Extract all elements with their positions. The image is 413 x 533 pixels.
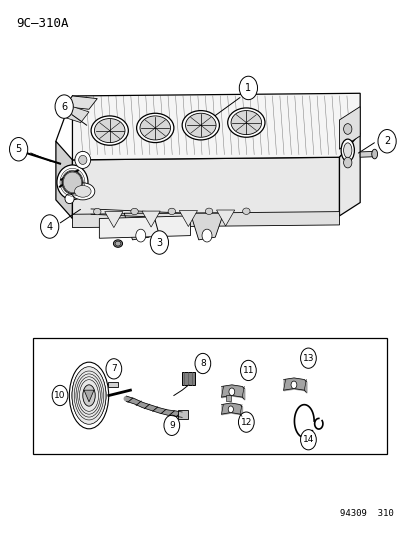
- Polygon shape: [339, 107, 359, 149]
- Polygon shape: [64, 107, 89, 123]
- Text: 14: 14: [302, 435, 313, 444]
- Text: 11: 11: [242, 366, 254, 375]
- Ellipse shape: [185, 113, 216, 138]
- Ellipse shape: [205, 208, 212, 214]
- Ellipse shape: [230, 110, 261, 135]
- Ellipse shape: [182, 110, 219, 140]
- Ellipse shape: [140, 116, 170, 140]
- Ellipse shape: [75, 151, 90, 168]
- Ellipse shape: [94, 118, 125, 143]
- Ellipse shape: [136, 114, 173, 143]
- Circle shape: [240, 360, 256, 381]
- Ellipse shape: [72, 367, 106, 424]
- Text: 94309  310: 94309 310: [339, 509, 392, 518]
- Polygon shape: [99, 216, 190, 238]
- Polygon shape: [124, 213, 157, 240]
- Text: 13: 13: [302, 354, 313, 362]
- Circle shape: [290, 381, 296, 389]
- Circle shape: [106, 359, 121, 379]
- Polygon shape: [190, 213, 223, 240]
- Polygon shape: [179, 211, 197, 227]
- Circle shape: [135, 229, 145, 242]
- Circle shape: [52, 385, 68, 406]
- Ellipse shape: [65, 194, 74, 204]
- Ellipse shape: [93, 208, 101, 215]
- Text: 3: 3: [156, 238, 162, 247]
- Text: 6: 6: [61, 102, 67, 111]
- Polygon shape: [216, 210, 234, 226]
- Circle shape: [202, 229, 211, 242]
- Ellipse shape: [74, 185, 91, 197]
- Circle shape: [9, 138, 28, 161]
- Circle shape: [239, 76, 257, 100]
- Ellipse shape: [115, 241, 121, 246]
- FancyBboxPatch shape: [225, 395, 230, 401]
- Polygon shape: [64, 96, 97, 109]
- Circle shape: [150, 231, 168, 254]
- FancyBboxPatch shape: [182, 372, 195, 385]
- Ellipse shape: [227, 108, 264, 137]
- Circle shape: [377, 130, 395, 153]
- Ellipse shape: [113, 240, 122, 247]
- Polygon shape: [104, 212, 123, 228]
- Polygon shape: [56, 141, 72, 219]
- Text: 9C–310A: 9C–310A: [17, 17, 69, 30]
- Ellipse shape: [131, 208, 138, 215]
- Ellipse shape: [78, 156, 87, 165]
- Polygon shape: [72, 157, 339, 219]
- Circle shape: [228, 388, 234, 395]
- Text: 9: 9: [169, 421, 174, 430]
- Circle shape: [40, 215, 59, 238]
- Ellipse shape: [71, 183, 95, 200]
- Circle shape: [300, 348, 316, 368]
- Text: 8: 8: [199, 359, 205, 368]
- Ellipse shape: [83, 385, 95, 406]
- FancyBboxPatch shape: [33, 338, 386, 454]
- Ellipse shape: [69, 362, 108, 429]
- Text: 12: 12: [240, 418, 252, 426]
- Text: 10: 10: [54, 391, 66, 400]
- Text: 1: 1: [245, 83, 251, 93]
- Circle shape: [343, 157, 351, 168]
- Circle shape: [55, 95, 73, 118]
- Ellipse shape: [340, 139, 354, 161]
- Circle shape: [195, 353, 210, 374]
- Circle shape: [164, 415, 179, 435]
- Circle shape: [343, 124, 351, 134]
- Ellipse shape: [91, 116, 128, 145]
- Text: 2: 2: [383, 136, 389, 146]
- Polygon shape: [72, 93, 359, 160]
- Ellipse shape: [371, 149, 377, 159]
- Ellipse shape: [168, 208, 175, 215]
- Text: 7: 7: [111, 365, 116, 373]
- Ellipse shape: [62, 171, 82, 193]
- Polygon shape: [72, 212, 339, 228]
- Polygon shape: [142, 211, 160, 227]
- Ellipse shape: [242, 208, 249, 214]
- Ellipse shape: [343, 143, 351, 158]
- Circle shape: [228, 406, 233, 413]
- Polygon shape: [84, 390, 94, 402]
- FancyBboxPatch shape: [178, 410, 188, 419]
- Polygon shape: [359, 151, 374, 157]
- Polygon shape: [339, 133, 359, 216]
- Circle shape: [238, 412, 254, 432]
- Circle shape: [300, 430, 316, 450]
- Text: 4: 4: [47, 222, 52, 231]
- Text: 5: 5: [15, 144, 22, 154]
- Ellipse shape: [57, 165, 88, 200]
- Polygon shape: [107, 382, 118, 387]
